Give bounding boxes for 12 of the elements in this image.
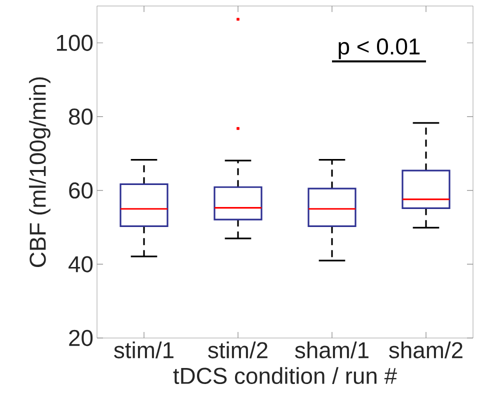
y-axis-title: CBF (ml/100g/min)	[29, 77, 50, 267]
x-tick-label: sham/1	[295, 342, 368, 358]
y-tick-label: 40	[68, 256, 93, 272]
x-tick-label: stim/2	[208, 342, 268, 358]
x-tick-label: sham/2	[389, 342, 462, 358]
x-axis-title: tDCS condition / run #	[173, 367, 397, 384]
x-tick-label: stim/1	[114, 342, 174, 358]
y-tick-label: 60	[69, 182, 93, 199]
y-tick-label: 80	[69, 108, 93, 125]
y-tick-label: 100	[57, 34, 93, 51]
annotation: p < 0.01	[338, 38, 420, 60]
y-tick-label: 20	[69, 330, 93, 346]
